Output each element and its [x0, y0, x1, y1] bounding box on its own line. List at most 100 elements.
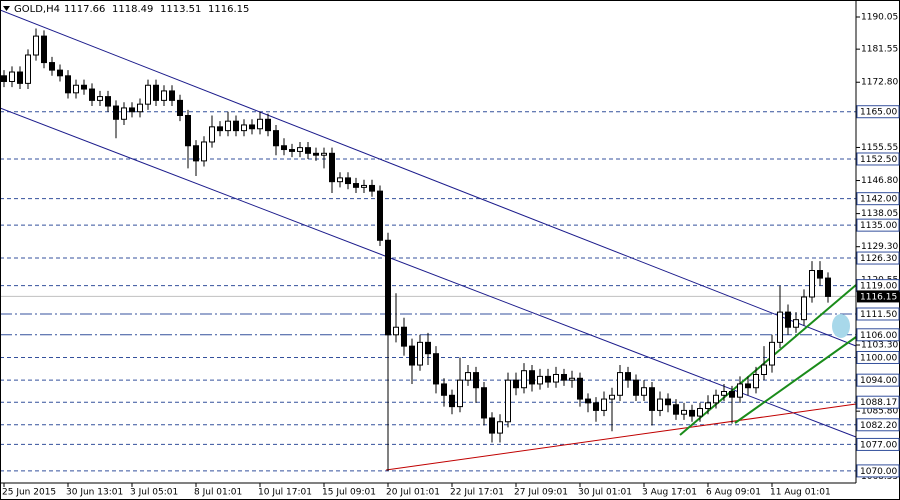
candle-body [129, 107, 135, 113]
candle-body [425, 341, 431, 355]
candle-body [385, 239, 391, 336]
candle-body [217, 126, 223, 132]
level-label: 1126.30 [860, 254, 897, 264]
x-tick-label: 15 Jul 09:01 [322, 488, 376, 498]
candle-body [657, 398, 663, 411]
candle-body [57, 69, 63, 77]
level-box [856, 152, 900, 166]
candle-body [521, 370, 527, 389]
candle-body [777, 311, 783, 343]
candle-body [545, 375, 551, 383]
candle-body [553, 373, 559, 383]
candle-body [329, 152, 335, 183]
current-price-box [857, 290, 899, 303]
candle-body [1, 75, 7, 82]
candle-body [441, 383, 447, 396]
header-low: 1113.51 [160, 4, 201, 15]
candle-body [513, 379, 519, 389]
x-tick-label: 30 Jul 01:01 [578, 488, 632, 498]
x-tick-label: 22 Jul 17:01 [450, 488, 504, 498]
candle-body [145, 84, 151, 105]
candle-body [481, 387, 487, 419]
candle-body [393, 326, 399, 336]
y-tick-label: 1172.80 [861, 78, 898, 88]
level-label: 1077.00 [860, 440, 897, 450]
candle-body [601, 398, 607, 411]
support-line [385, 403, 857, 471]
candle-body [537, 375, 543, 385]
candle-body [17, 71, 23, 84]
level-label: 1119.00 [860, 282, 897, 292]
candle-body [769, 341, 775, 366]
channel-upper [0, 9, 857, 347]
candle-body [377, 190, 383, 241]
menu-icon[interactable] [3, 6, 10, 11]
candle-body [801, 296, 807, 321]
candle-body [649, 387, 655, 411]
candle-body [529, 370, 535, 385]
y-tick-label: 1155.55 [861, 143, 898, 153]
level-box [856, 105, 900, 119]
price-axis [856, 0, 900, 500]
candle-body [297, 147, 303, 152]
candle-body [225, 120, 231, 132]
candle-body [353, 183, 359, 188]
candle-body [745, 383, 751, 389]
candle-body [705, 402, 711, 410]
candle-body [361, 184, 367, 188]
level-label: 1142.00 [860, 195, 897, 205]
candle-body [241, 124, 247, 132]
chart-title: GOLD,H4 [14, 4, 60, 15]
candle-body [249, 124, 255, 130]
candle-body [169, 90, 175, 101]
x-tick-label: 8 Jul 01:01 [194, 488, 242, 498]
candle-body [9, 71, 15, 82]
x-tick-label: 6 Aug 09:01 [706, 488, 761, 498]
candle-body [209, 126, 215, 143]
candle-body [505, 379, 511, 423]
level-box [856, 218, 900, 232]
x-tick-label: 25 Jun 2015 [2, 488, 56, 498]
y-tick-label: 1146.80 [861, 176, 898, 186]
candle-body [577, 377, 583, 400]
candle-body [137, 103, 143, 113]
level-label: 1111.50 [860, 310, 897, 320]
y-tick-label: 1085.80 [861, 407, 898, 417]
x-tick-label: 11 Aug 01:01 [770, 488, 831, 498]
candle-body [713, 394, 719, 404]
level-box [856, 373, 900, 387]
candle-body [273, 130, 279, 147]
x-tick-label: 27 Jul 09:01 [514, 488, 568, 498]
candle-body [313, 152, 319, 156]
levels [0, 111, 856, 472]
candle-body [697, 408, 703, 417]
candle-body [561, 373, 567, 381]
candle-body [585, 398, 591, 404]
channel-lower [0, 107, 857, 438]
trend-line [734, 336, 857, 424]
candle-body [289, 149, 295, 152]
level-label: 1094.00 [860, 376, 897, 386]
level-label: 1082.20 [860, 421, 897, 431]
candle-body [73, 84, 79, 94]
candle-body [321, 152, 327, 156]
candle-body [465, 372, 471, 381]
candle-body [41, 35, 47, 64]
candle-body [449, 394, 455, 408]
level-box [856, 437, 900, 451]
level-label: 1088.17 [860, 398, 897, 408]
candle-body [409, 345, 415, 366]
candle-body [641, 387, 647, 396]
candle-body [81, 84, 87, 90]
candle-body [689, 409, 695, 417]
level-box [856, 350, 900, 364]
candle-body [593, 402, 599, 411]
y-tick-label: 1129.30 [861, 242, 898, 252]
candle-body [473, 372, 479, 389]
candle-body [625, 372, 631, 381]
level-label: 1100.00 [860, 353, 897, 363]
candle-body [193, 145, 199, 162]
highlight [832, 314, 850, 338]
candle-body [497, 421, 503, 434]
